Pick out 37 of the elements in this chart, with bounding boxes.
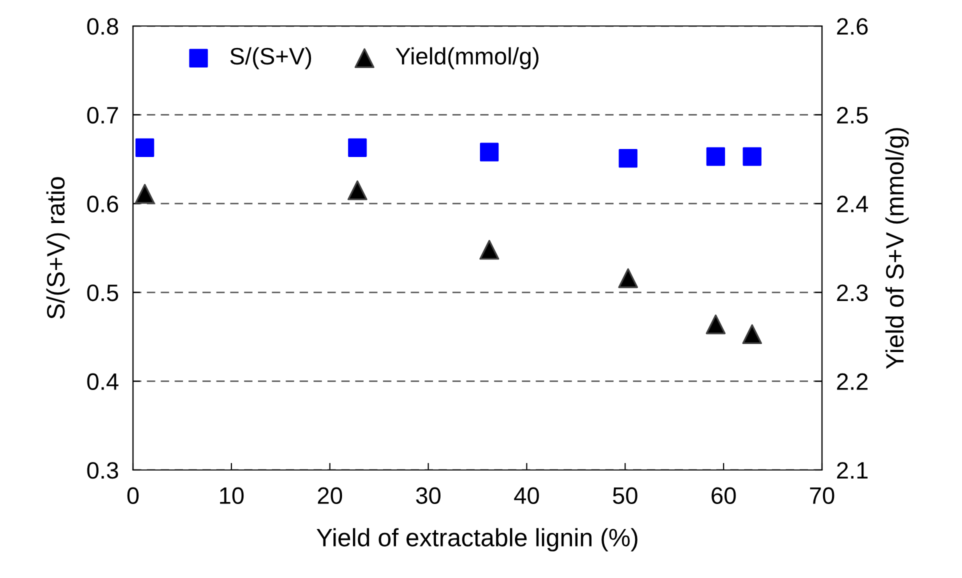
point xyxy=(348,180,368,200)
y2-tick-label: 2.6 xyxy=(837,18,868,35)
point xyxy=(479,240,500,260)
x-tick-label: 40 xyxy=(514,487,539,504)
y2-tick-label: 2.1 xyxy=(837,462,868,479)
y-tick-label: 0.5 xyxy=(87,284,118,302)
x-tick-label: 60 xyxy=(712,487,736,504)
point xyxy=(348,138,367,157)
point xyxy=(618,148,638,168)
y-tick-label: 0.4 xyxy=(87,373,118,390)
y2-tick-label: 2.4 xyxy=(837,196,868,212)
point xyxy=(706,147,726,166)
point xyxy=(742,324,762,344)
y-tick-label: 0.7 xyxy=(87,106,118,124)
x-tick-label: 20 xyxy=(318,487,342,504)
x-tick-label: 70 xyxy=(810,487,834,504)
legend-label: Yield(mmol/g) xyxy=(396,47,538,70)
x-tick-label: 50 xyxy=(612,487,638,504)
point xyxy=(706,314,726,334)
point xyxy=(134,184,155,204)
y-tick-label: 0.8 xyxy=(87,18,118,35)
x-tick-label: 30 xyxy=(416,487,440,504)
y2-tick-label: 2.3 xyxy=(837,284,868,302)
y-tick-label: 0.6 xyxy=(87,196,118,212)
y-tick-label: 0.3 xyxy=(87,462,118,479)
y-axis-title: S/(S+V) ratio xyxy=(46,177,70,319)
point xyxy=(135,138,154,157)
point xyxy=(480,142,499,162)
y2-tick-label: 2.5 xyxy=(837,106,868,124)
legend-label: S/(S+V) xyxy=(230,47,312,70)
x-tick-label: 10 xyxy=(220,487,244,504)
point xyxy=(742,147,762,166)
point xyxy=(618,268,638,288)
x-axis-title: Yield of extractable lignin (%) xyxy=(316,528,638,552)
x-tick-label: 0 xyxy=(127,487,139,504)
y2-tick-label: 2.2 xyxy=(837,373,868,390)
y2-axis-title: Yield of S+V (mmol/g) xyxy=(885,128,909,369)
